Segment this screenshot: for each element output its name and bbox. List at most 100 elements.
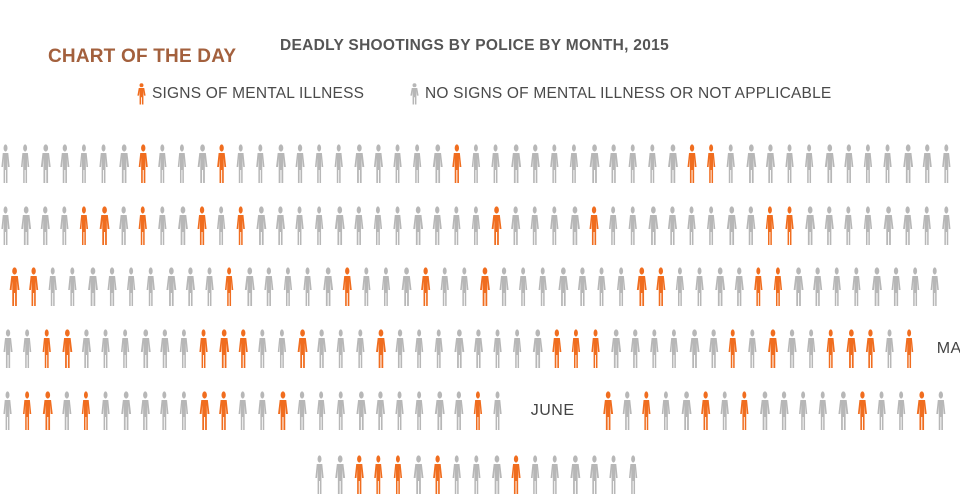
person-mental-illness [904,329,914,368]
person-no-signs [317,329,327,368]
person-mental-illness [138,206,147,245]
person-no-signs [185,267,195,306]
person-no-signs [179,329,189,368]
person-no-signs [903,144,914,183]
person-no-signs [611,329,622,368]
person-no-signs [413,455,424,494]
person-no-signs [471,144,481,183]
person-no-signs [40,206,50,245]
person-no-signs [354,206,364,245]
person-no-signs [432,144,443,183]
person-no-signs [493,391,502,430]
person-no-signs [518,267,528,306]
person-mental-illness [197,206,207,245]
person-no-signs [395,391,404,430]
person-no-signs [362,267,371,306]
person-mental-illness [571,329,581,368]
person-mental-illness [374,455,383,494]
person-no-signs [550,455,559,494]
person-mental-illness [99,206,110,245]
person-no-signs [687,206,696,245]
person-mental-illness [846,329,857,368]
person-no-signs [277,329,287,368]
person-mental-illness [297,329,308,368]
person-no-signs [628,144,637,183]
person-mental-illness [473,391,483,430]
person-no-signs [648,144,657,183]
person-no-signs [258,391,267,430]
person-no-signs [454,391,464,430]
person-no-signs [942,144,951,183]
person-icon-gray [410,83,419,105]
person-no-signs [375,391,385,430]
person-no-signs [863,206,873,245]
person-no-signs [22,329,32,368]
person-no-signs [891,267,901,306]
person-mental-illness [42,329,51,368]
person-mental-illness [238,329,248,368]
person-no-signs [805,206,816,245]
person-no-signs [570,455,581,494]
person-mental-illness [236,206,245,245]
person-no-signs [460,267,469,306]
person-no-signs [530,455,540,494]
person-no-signs [804,144,814,183]
person-no-signs [99,144,108,183]
person-mental-illness [656,267,666,306]
person-no-signs [550,206,559,245]
person-no-signs [1,144,10,183]
person-mental-illness [589,206,599,245]
person-no-signs [356,391,367,430]
person-no-signs [373,144,383,183]
person-mental-illness [480,267,490,306]
person-no-signs [316,391,326,430]
person-mental-illness [728,329,737,368]
person-no-signs [216,206,226,245]
person-no-signs [813,267,823,306]
person-no-signs [511,206,521,245]
person-no-signs [746,206,756,245]
person-no-signs [877,391,886,430]
person-no-signs [709,329,719,368]
person-no-signs [177,144,187,183]
person-no-signs [726,206,737,245]
person-no-signs [798,391,808,430]
person-no-signs [393,206,402,245]
person-no-signs [414,391,424,430]
person-no-signs [68,267,77,306]
person-no-signs [412,144,422,183]
person-mental-illness [740,391,749,430]
person-no-signs [936,391,946,430]
person-no-signs [126,267,136,306]
person-mental-illness [865,329,875,368]
person-no-signs [883,144,892,183]
person-no-signs [334,206,345,245]
person-no-signs [589,144,600,183]
person-no-signs [264,267,274,306]
person-no-signs [393,144,402,183]
person-no-signs [896,391,906,430]
person-mental-illness [687,144,697,183]
person-mental-illness [138,144,148,183]
person-no-signs [62,391,72,430]
person-no-signs [628,206,637,245]
person-no-signs [793,267,804,306]
person-mental-illness [219,329,230,368]
person-no-signs [681,391,692,430]
person-no-signs [667,206,677,245]
person-mental-illness [278,391,288,430]
person-no-signs [454,329,465,368]
person-no-signs [569,144,579,183]
legend-item-no-mental-illness: NO SIGNS OF MENTAL ILLNESS OR NOT APPLIC… [409,83,831,105]
person-no-signs [765,144,775,183]
person-no-signs [81,329,91,368]
person-no-signs [648,206,659,245]
pictogram-row [1,144,951,183]
person-no-signs [628,455,638,494]
person-no-signs [883,206,894,245]
person-no-signs [401,267,412,306]
person-no-signs [577,267,587,306]
person-mental-illness [219,391,229,430]
person-no-signs [922,144,932,183]
person-no-signs [107,267,117,306]
